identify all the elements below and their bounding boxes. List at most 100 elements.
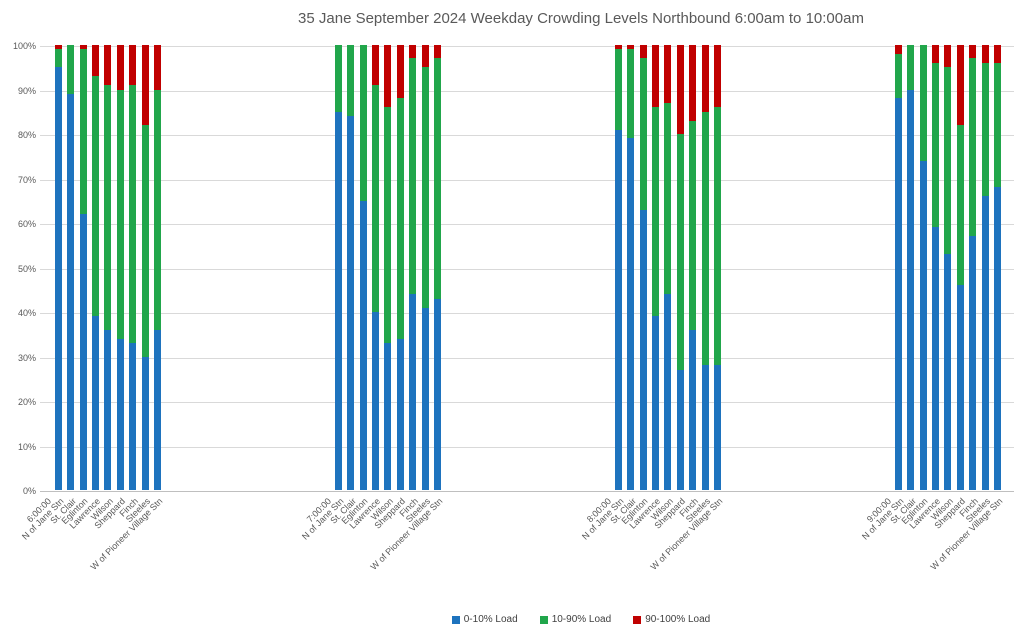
stacked-bar-7:00:00-N of Jane Stn — [334, 45, 342, 490]
bar-segment-90-100% Load — [894, 45, 902, 54]
bar-segment-90-100% Load — [993, 45, 1001, 63]
legend-label: 90-100% Load — [645, 614, 711, 625]
bar-segment-0-10% Load — [993, 187, 1001, 490]
stacked-bar-6:00:00-St. Clair — [67, 45, 75, 490]
stacked-bar-8:00:00-Finch — [689, 45, 697, 491]
bar-segment-10-90% Load — [116, 89, 124, 339]
bar-segment-10-90% Load — [433, 58, 441, 299]
y-axis-tick-label: 30% — [17, 352, 36, 363]
y-axis-tick-label: 90% — [17, 85, 36, 96]
bar-segment-10-90% Load — [334, 45, 342, 112]
bar-segment-0-10% Load — [919, 160, 927, 490]
bar-segment-10-90% Load — [907, 45, 915, 90]
gridline-20 — [40, 402, 1014, 403]
bar-segment-10-90% Load — [713, 107, 721, 366]
y-axis-tick-label: 100% — [12, 41, 36, 51]
y-axis-tick-label: 80% — [17, 130, 36, 140]
bar-segment-0-10% Load — [627, 138, 635, 490]
bar-segment-0-10% Load — [141, 356, 149, 490]
stacked-bar-8:00:00-W of Pioneer Village Stn — [713, 45, 721, 490]
stacked-bar-7:00:00-Lawrence — [371, 45, 379, 490]
stacked-bar-7:00:00-Wilson — [384, 45, 392, 490]
bar-segment-0-10% Load — [969, 236, 977, 490]
gridline-40 — [40, 313, 1014, 314]
bar-segment-10-90% Load — [129, 85, 137, 344]
legend-label: 0-10% Load — [463, 614, 518, 625]
gridline-100 — [40, 46, 1014, 47]
bar-segment-10-90% Load — [91, 76, 99, 317]
bar-segment-10-90% Load — [664, 102, 672, 295]
y-axis-tick-label: 0% — [22, 486, 36, 496]
bar-segment-90-100% Load — [116, 45, 124, 90]
legend-swatch-icon — [539, 615, 548, 624]
bar-segment-10-90% Load — [54, 49, 62, 68]
bar-segment-0-10% Load — [91, 316, 99, 490]
bar-segment-90-100% Load — [701, 45, 709, 112]
y-axis-tick-label: 20% — [17, 397, 36, 407]
stacked-bar-9:00:00-Steeles — [981, 45, 989, 490]
bar-segment-0-10% Load — [614, 129, 622, 490]
bar-segment-10-90% Load — [639, 58, 647, 210]
gridline-0 — [40, 491, 1014, 492]
bar-segment-90-100% Load — [433, 45, 441, 59]
stacked-bar-8:00:00-Sheppard — [676, 45, 684, 490]
stacked-bar-7:00:00-St. Clair — [347, 45, 355, 490]
stacked-bar-9:00:00-W of Pioneer Village Stn — [993, 45, 1001, 490]
bar-segment-0-10% Load — [956, 285, 964, 490]
y-axis-tick-label: 70% — [17, 174, 36, 185]
bar-segment-10-90% Load — [956, 125, 964, 286]
bar-segment-0-10% Load — [651, 316, 659, 490]
stacked-bar-6:00:00-Eglinton — [79, 45, 87, 491]
stacked-bar-6:00:00-Lawrence — [91, 45, 99, 490]
stacked-bar-9:00:00-St. Clair — [907, 45, 915, 490]
legend-item-0-10% Load: 0-10% Load — [451, 614, 518, 625]
bar-segment-10-90% Load — [894, 53, 902, 99]
bar-segment-90-100% Load — [79, 45, 87, 50]
stacked-bar-8:00:00-Lawrence — [651, 45, 659, 490]
bar-segment-10-90% Load — [371, 85, 379, 312]
legend-swatch-icon — [451, 615, 460, 624]
bar-segment-10-90% Load — [67, 45, 75, 94]
stacked-bar-8:00:00-Eglinton — [639, 45, 647, 490]
stacked-bar-7:00:00-W of Pioneer Village Stn — [433, 45, 441, 490]
bar-segment-10-90% Load — [409, 58, 417, 295]
bar-segment-10-90% Load — [104, 85, 112, 330]
plot-area: 0% 10% 20% 30% 40% 50% 60% 70% 80% 90% 100% — [13, 41, 1014, 496]
bar-segment-90-100% Load — [384, 45, 392, 108]
bar-segment-0-10% Load — [664, 294, 672, 490]
stacked-bar-8:00:00-N of Jane Stn — [614, 45, 622, 490]
bar-segment-90-100% Load — [639, 45, 647, 59]
y-axis-tick-label: 60% — [17, 219, 36, 229]
bar-segment-90-100% Load — [129, 45, 137, 86]
bar-segment-90-100% Load — [944, 45, 952, 68]
bar-segment-0-10% Load — [907, 89, 915, 490]
stacked-bar-7:00:00-Sheppard — [396, 45, 404, 490]
bar-segment-90-100% Load — [54, 45, 62, 50]
y-axis-tick-label: 10% — [17, 441, 36, 452]
bar-segment-90-100% Load — [676, 45, 684, 134]
bar-segment-90-100% Load — [409, 45, 417, 59]
stacked-bar-6:00:00-Steeles — [141, 45, 149, 490]
gridline-50 — [40, 268, 1014, 270]
bar-segment-90-100% Load — [104, 45, 112, 86]
bar-segment-0-10% Load — [79, 214, 87, 491]
bar-segment-0-10% Load — [421, 307, 429, 490]
bar-segment-10-90% Load — [153, 89, 161, 330]
gridline-90 — [40, 90, 1014, 92]
bar-segment-10-90% Load — [931, 62, 939, 228]
bar-segment-0-10% Load — [104, 329, 112, 490]
bar-segment-0-10% Load — [701, 365, 709, 490]
bar-segment-10-90% Load — [627, 49, 635, 139]
gridline-70 — [40, 179, 1014, 181]
bar-segment-90-100% Load — [956, 45, 964, 126]
bar-segment-90-100% Load — [396, 45, 404, 99]
x-axis-labels: 6:00:00 N of Jane Stn St. Clair Eglinton Law… — [20, 492, 1014, 602]
bar-segment-0-10% Load — [689, 329, 697, 491]
bar-segment-0-10% Load — [129, 343, 137, 490]
bar-segment-10-90% Load — [651, 107, 659, 317]
bar-segment-10-90% Load — [79, 49, 87, 215]
bar-segment-0-10% Load — [116, 338, 124, 490]
legend-label: 10-90% Load — [551, 614, 612, 625]
bar-segment-0-10% Load — [371, 312, 379, 490]
